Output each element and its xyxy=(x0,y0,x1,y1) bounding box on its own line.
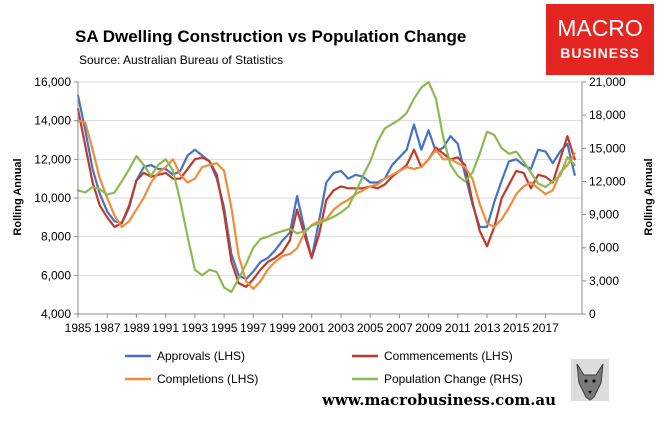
wolf-head-icon xyxy=(571,359,609,401)
x-tick-label: 2007 xyxy=(386,321,413,335)
x-tick-label: 1987 xyxy=(94,321,121,335)
right-tick-label: 9,000 xyxy=(589,208,619,222)
x-tick-label: 2011 xyxy=(445,321,471,335)
right-tick-label: 21,000 xyxy=(589,75,626,89)
x-tick-label: 1993 xyxy=(182,321,209,335)
right-tick-label: 15,000 xyxy=(589,141,626,155)
left-tick-label: 14,000 xyxy=(34,114,71,128)
x-tick-label: 1997 xyxy=(240,321,267,335)
left-tick-label: 10,000 xyxy=(34,191,71,205)
right-tick-label: 0 xyxy=(589,307,596,321)
legend-label-population-change: Population Change (RHS) xyxy=(384,372,523,386)
left-tick-label: 8,000 xyxy=(41,230,71,244)
chart-subtitle: Source: Australian Bureau of Statistics xyxy=(79,53,283,67)
x-tick-label: 2013 xyxy=(474,321,501,335)
left-tick-label: 4,000 xyxy=(41,307,71,321)
legend-label-approvals: Approvals (LHS) xyxy=(157,349,245,363)
website-url[interactable]: www.macrobusiness.com.au xyxy=(321,391,556,409)
x-tick-label: 2001 xyxy=(298,321,325,335)
right-axis-title: Rolling Annual xyxy=(643,158,655,235)
right-tick-label: 3,000 xyxy=(589,274,619,288)
x-tick-label: 2017 xyxy=(532,321,559,335)
right-tick-label: 18,000 xyxy=(589,108,626,122)
axes: 4,000 6,000 8,000 10,000 12,000 14,000 16,000 0… xyxy=(34,75,626,335)
gridlines xyxy=(78,81,582,315)
right-tick-label: 6,000 xyxy=(589,241,619,255)
series-lines xyxy=(76,80,576,293)
legend-label-commencements: Commencements (LHS) xyxy=(384,349,513,363)
left-tick-label: 16,000 xyxy=(34,75,71,89)
left-axis-title: Rolling Annual xyxy=(12,158,24,235)
series-line-approvals xyxy=(76,94,576,281)
x-tick-label: 2015 xyxy=(503,321,530,335)
legend-label-completions: Completions (LHS) xyxy=(157,372,258,386)
left-tick-label: 12,000 xyxy=(34,152,71,166)
chart-title: SA Dwelling Construction vs Population C… xyxy=(75,27,466,46)
right-tick-label: 12,000 xyxy=(589,174,626,188)
x-tick-label: 1991 xyxy=(152,321,179,335)
left-tick-label: 6,000 xyxy=(41,268,71,282)
x-tick-label: 2009 xyxy=(415,321,442,335)
x-tick-label: 1989 xyxy=(123,321,150,335)
macrobusiness-logo[interactable]: MACRO BUSINESS xyxy=(546,4,654,75)
logo-background xyxy=(546,4,654,75)
series-line-commencements xyxy=(76,108,576,288)
x-tick-label: 2005 xyxy=(357,321,384,335)
x-tick-label: 1999 xyxy=(269,321,296,335)
legend: Approvals (LHS) Commencements (LHS) Comple… xyxy=(125,349,523,386)
x-tick-label: 2003 xyxy=(328,321,355,335)
x-tick-label: 1985 xyxy=(65,321,92,335)
series-line-population-change xyxy=(76,80,576,293)
logo-line-1: MACRO xyxy=(557,15,643,41)
logo-line-2: BUSINESS xyxy=(560,45,640,61)
x-tick-label: 1995 xyxy=(211,321,238,335)
